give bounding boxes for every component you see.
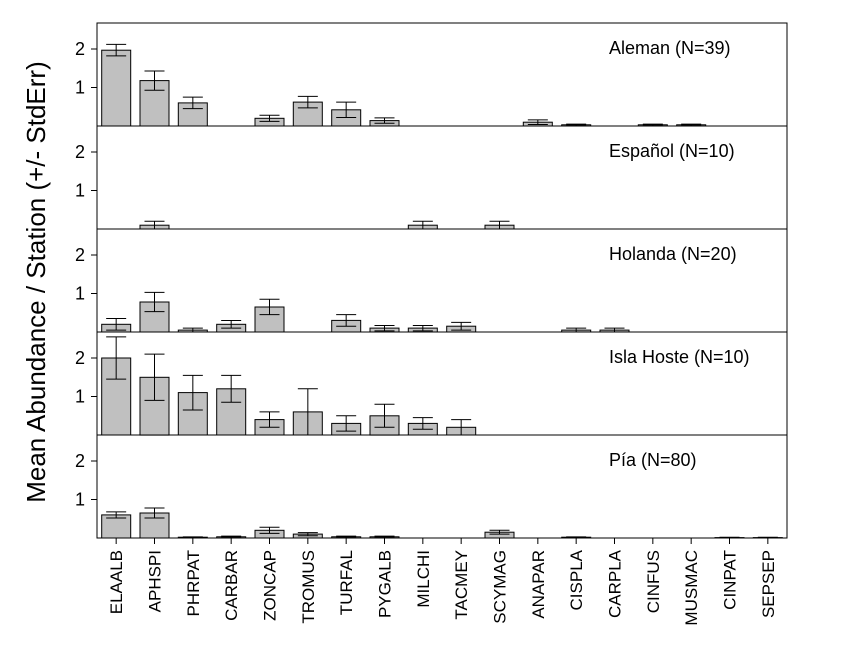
x-tick-label: ZONCAP — [261, 550, 280, 621]
y-tick-label: 1 — [75, 387, 85, 407]
y-tick-label: 1 — [75, 284, 85, 304]
x-tick-label: PYGALB — [376, 550, 395, 618]
panel: 1 2 Español (N=10) — [75, 125, 788, 230]
panel-label: Holanda (N=20) — [609, 244, 737, 264]
panel-label: Español (N=10) — [609, 141, 735, 161]
x-tick-label: MILCHI — [414, 550, 433, 608]
y-tick-label: 1 — [75, 181, 85, 201]
x-tick-label: PHRPAT — [184, 550, 203, 616]
x-tick-label: TROMUS — [299, 550, 318, 624]
y-tick-label: 1 — [75, 490, 85, 510]
x-tick-label: ANAPAR — [529, 550, 548, 619]
bar — [216, 388, 247, 436]
bar — [101, 49, 132, 127]
panel-frame — [96, 434, 788, 539]
x-tick-label: SCYMAG — [491, 550, 510, 624]
y-tick-label: 2 — [75, 348, 85, 368]
x-axis: ELAALB APHSPI PHRPAT CARBAR ZONCAP TROMUS TURF… — [107, 538, 778, 626]
x-tick-label: TACMEY — [452, 550, 471, 620]
x-tick-label: SEPSEP — [759, 550, 778, 618]
panel-label: Pía (N=80) — [609, 450, 697, 470]
panel: 1 2 Aleman (N=39) — [75, 22, 788, 127]
panel-label: Aleman (N=39) — [609, 38, 731, 58]
panel: 1 2 Holanda (N=20) — [75, 228, 788, 333]
x-tick-label: CARBAR — [222, 550, 241, 621]
x-tick-label: TURFAL — [337, 550, 356, 615]
x-tick-label: CINPAT — [721, 550, 740, 610]
x-tick-label: CARPLA — [606, 549, 625, 618]
x-tick-label: ELAALB — [107, 550, 126, 614]
panel-label: Isla Hoste (N=10) — [609, 347, 750, 367]
y-tick-label: 2 — [75, 245, 85, 265]
panels: 1 2 Aleman (N=39) 1 2 Español (N=10) 1 2 Holanda… — [75, 22, 788, 539]
y-tick-label: 1 — [75, 78, 85, 98]
x-tick-label: CISPLA — [567, 549, 586, 610]
y-tick-label: 2 — [75, 451, 85, 471]
x-tick-label: CINFUS — [644, 550, 663, 613]
panel: 1 2 Isla Hoste (N=10) — [75, 331, 788, 436]
y-axis-title: Mean Abundance / Station (+/- StdErr) — [21, 61, 51, 503]
y-tick-label: 2 — [75, 39, 85, 59]
panel: 1 2 Pía (N=80) — [75, 434, 788, 539]
x-tick-label: MUSMAC — [682, 550, 701, 626]
x-tick-label: APHSPI — [146, 550, 165, 612]
y-tick-label: 2 — [75, 142, 85, 162]
